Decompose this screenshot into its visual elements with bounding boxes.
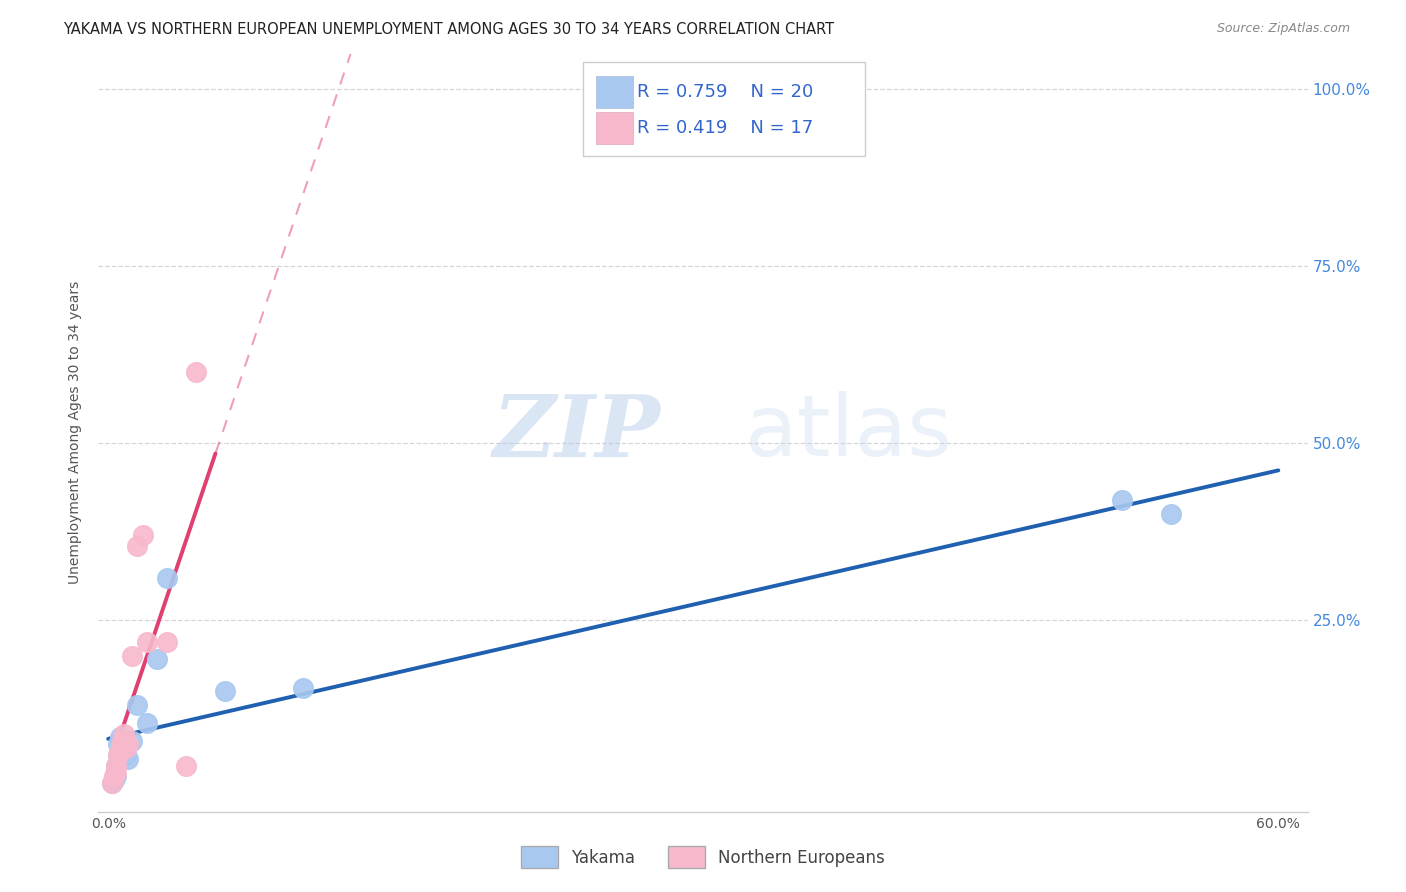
Point: [108, 731, 131, 745]
Point: [111, 744, 134, 758]
Point: [1160, 507, 1182, 521]
Text: Source: ZipAtlas.com: Source: ZipAtlas.com: [1216, 22, 1350, 36]
Point: [112, 727, 135, 741]
Point: [127, 698, 149, 713]
Point: [117, 738, 139, 752]
Point: [1111, 492, 1133, 507]
Point: [103, 769, 125, 783]
Point: [101, 776, 124, 790]
Text: R = 0.419    N = 17: R = 0.419 N = 17: [637, 119, 813, 136]
Point: [114, 747, 136, 762]
Point: [107, 747, 129, 762]
Point: [132, 528, 155, 542]
Text: R = 0.759    N = 20: R = 0.759 N = 20: [637, 83, 813, 101]
Point: [184, 365, 207, 379]
Point: [146, 652, 169, 666]
Point: [107, 738, 129, 752]
Point: [156, 634, 179, 648]
Point: [127, 539, 149, 553]
Text: atlas: atlas: [745, 391, 953, 475]
Point: [108, 744, 131, 758]
Point: [156, 571, 179, 585]
Text: YAKAMA VS NORTHERN EUROPEAN UNEMPLOYMENT AMONG AGES 30 TO 34 YEARS CORRELATION C: YAKAMA VS NORTHERN EUROPEAN UNEMPLOYMENT…: [63, 22, 834, 37]
Point: [111, 734, 134, 748]
Point: [136, 634, 159, 648]
Point: [292, 681, 315, 695]
Point: [101, 776, 124, 790]
Point: [136, 716, 159, 731]
Point: [112, 741, 135, 756]
Point: [174, 758, 197, 772]
Point: [104, 758, 127, 772]
Y-axis label: Unemployment Among Ages 30 to 34 years: Unemployment Among Ages 30 to 34 years: [69, 281, 83, 584]
Point: [114, 741, 136, 756]
Point: [104, 769, 127, 783]
Point: [103, 772, 125, 787]
Point: [117, 751, 139, 765]
Point: [104, 758, 127, 772]
Legend: Yakama, Northern Europeans: Yakama, Northern Europeans: [522, 847, 884, 868]
Point: [121, 648, 143, 663]
Point: [107, 747, 129, 762]
Point: [121, 734, 143, 748]
Point: [214, 684, 236, 698]
Text: ZIP: ZIP: [494, 391, 661, 475]
Point: [104, 765, 127, 780]
